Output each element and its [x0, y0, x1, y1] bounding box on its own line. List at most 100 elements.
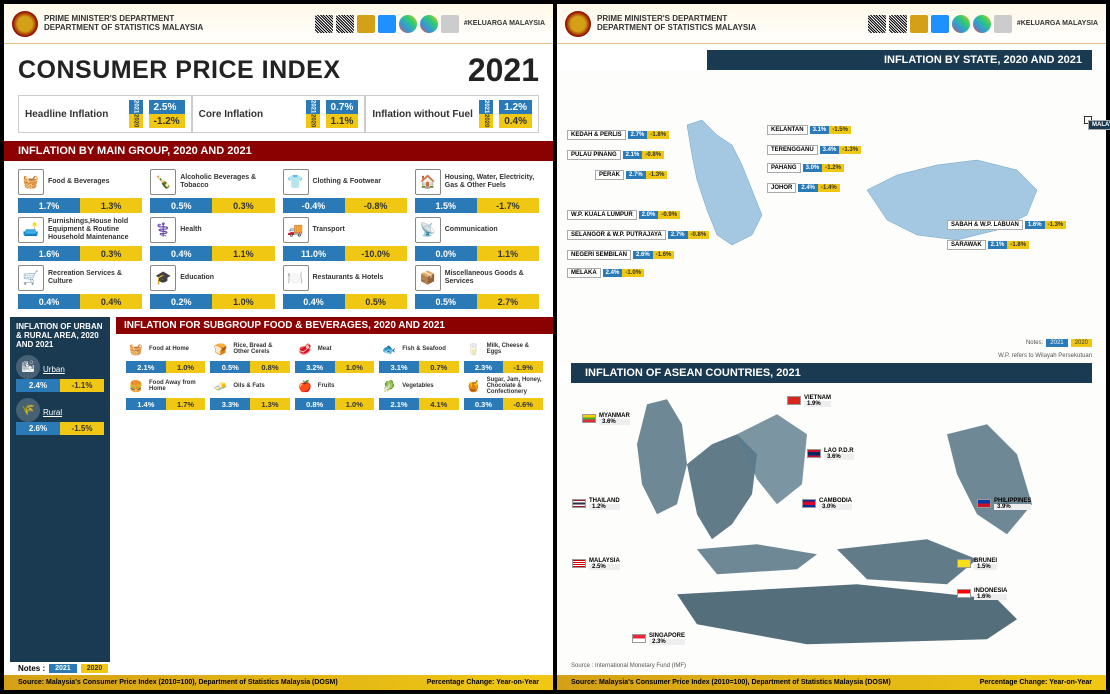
st-v20: -1.0%	[622, 269, 644, 277]
g-v20: 0.4%	[80, 294, 142, 309]
state-section-title: INFLATION BY STATE, 2020 AND 2021	[707, 50, 1092, 70]
g-v20: -0.8%	[345, 198, 407, 213]
sub-label: Fish & Seafood	[402, 346, 446, 352]
crest-icon	[565, 11, 591, 37]
sub-item: 🧈 Oils & Fats 3.3% 1.3%	[210, 376, 289, 410]
group-icon: 🍽️	[283, 265, 309, 291]
g-v20: -1.7%	[477, 198, 539, 213]
group-icon: 🍾	[150, 169, 176, 195]
sub-label: Rice, Bread & Other Cerels	[233, 343, 289, 355]
st-v21: 3.0%	[803, 164, 823, 172]
asean-map-area: MYANMAR 3.6% VIETNAM 1.9% LAO P.D.R 3.6%…	[557, 383, 1106, 676]
urban-title: INFLATION OF URBAN & RURAL AREA, 2020 AN…	[16, 323, 104, 349]
asean-val: 3.6%	[824, 454, 854, 460]
state-name: KELANTAN	[767, 125, 808, 135]
st-v20: -1.4%	[818, 184, 840, 192]
state-name: SARAWAK	[947, 240, 986, 250]
g-v20: -10.0%	[345, 246, 407, 261]
asean-val: 1.2%	[589, 504, 620, 510]
flag-icon	[572, 499, 586, 508]
logo-icon	[910, 15, 928, 33]
flag-icon	[957, 559, 971, 568]
state-name: MELAKA	[567, 268, 601, 278]
st-v21: 3.1%	[810, 126, 830, 134]
flag-icon	[807, 449, 821, 458]
s-v21: 3.3%	[210, 398, 250, 410]
state-label: MELAKA 2.4% -1.0%	[567, 268, 644, 278]
sub-icon: 🍔	[126, 376, 146, 396]
group-label: Food & Beverages	[48, 178, 109, 186]
urban-item: 🏙Urban 2.4% -1.1%	[16, 355, 104, 392]
asean-val: 3.9%	[994, 504, 1031, 510]
sub-icon: 🐟	[379, 339, 399, 359]
urban-panel: INFLATION OF URBAN & RURAL AREA, 2020 AN…	[10, 317, 110, 662]
u-v21: 2.4%	[16, 379, 60, 392]
st-v20: -1.6%	[653, 251, 675, 259]
st-v20: -1.5%	[829, 126, 851, 134]
header: PRIME MINISTER'S DEPARTMENTDEPARTMENT OF…	[4, 4, 553, 44]
g-v20: 1.3%	[80, 198, 142, 213]
sub-label: Food Away from Home	[149, 380, 205, 392]
group-icon: 🛋️	[18, 217, 44, 243]
sub-item: 🐟 Fish & Seafood 3.1% 0.7%	[379, 339, 458, 373]
asean-label: CAMBODIA 3.0%	[802, 498, 852, 510]
sub-item: 🍞 Rice, Bread & Other Cerels 0.5% 0.8%	[210, 339, 289, 373]
group-label: Clothing & Footwear	[313, 178, 381, 186]
st-v21: 2.4%	[798, 184, 818, 192]
logo-icon	[441, 15, 459, 33]
urban-label: Urban	[43, 365, 65, 374]
st-v20: -0.9%	[658, 211, 680, 219]
state-label: W.P. KUALA LUMPUR 2.0% -0.9%	[567, 210, 680, 220]
st-v20: -1.3%	[1045, 221, 1067, 229]
header-text: PRIME MINISTER'S DEPARTMENTDEPARTMENT OF…	[597, 15, 756, 33]
sdg-icon	[420, 15, 438, 33]
sub-item: 🍔 Food Away from Home 1.4% 1.7%	[126, 376, 205, 410]
g-v21: 0.2%	[150, 294, 212, 309]
g-v21: 0.5%	[150, 198, 212, 213]
footer-right: Percentage Change: Year-on-Year	[980, 679, 1092, 686]
sub-label: Milk, Cheese & Eggs	[487, 343, 543, 355]
s-v20: 0.7%	[419, 361, 459, 373]
s-v21: 2.3%	[464, 361, 504, 373]
tagline: #KELUARGA MALAYSIA	[464, 20, 545, 27]
group-item: 🍽️ Restaurants & Hotels 0.4% 0.5%	[283, 265, 407, 309]
st-v20: -1.2%	[822, 164, 844, 172]
group-icon: 🛒	[18, 265, 44, 291]
g-v21: 0.0%	[415, 246, 477, 261]
asean-val: 2.5%	[589, 564, 620, 570]
state-name: PERAK	[595, 170, 624, 180]
qr-icon	[868, 15, 886, 33]
s-v20: -1.9%	[503, 361, 543, 373]
g-v20: 1.1%	[212, 246, 274, 261]
asean-label: LAO P.D.R 3.6%	[807, 448, 854, 460]
footer-source: Source: Malaysia's Consumer Price Index …	[18, 679, 338, 686]
group-item: 👕 Clothing & Footwear -0.4% -0.8%	[283, 169, 407, 213]
header-logos: #KELUARGA MALAYSIA	[315, 15, 545, 33]
group-icon: 👕	[283, 169, 309, 195]
lower-section: INFLATION OF URBAN & RURAL AREA, 2020 AN…	[4, 317, 553, 662]
g-v21: 0.4%	[283, 294, 345, 309]
group-label: Transport	[313, 226, 345, 234]
sub-item: 🧺 Food at Home 2.1% 1.0%	[126, 339, 205, 373]
section-groups: INFLATION BY MAIN GROUP, 2020 AND 2021	[4, 141, 553, 161]
my-label: MALAYSIA	[1088, 120, 1110, 130]
header-text: PRIME MINISTER'S DEPARTMENTDEPARTMENT OF…	[44, 15, 203, 33]
state-label: PULAU PINANG 2.1% -0.8%	[567, 150, 664, 160]
group-item: 🛋️ Furnishings,House hold Equipment & Ro…	[18, 217, 142, 261]
group-item: 🎓 Education 0.2% 1.0%	[150, 265, 274, 309]
asean-label: THAILAND 1.2%	[572, 498, 620, 510]
sub-item: 🥩 Meat 3.2% 1.0%	[295, 339, 374, 373]
s-v20: 1.0%	[335, 361, 375, 373]
state-name: SELANGOR & W.P. PUTRAJAYA	[567, 230, 666, 240]
qr-icon	[315, 15, 333, 33]
s-v21: 1.4%	[126, 398, 166, 410]
st-v21: 2.1%	[988, 241, 1008, 249]
st-v21: 2.6%	[633, 251, 653, 259]
notes-row: Notes : 2021 2020	[4, 662, 553, 675]
state-label: TERENGGANU 3.4% -1.3%	[767, 145, 861, 155]
group-item: 🚚 Transport 11.0% -10.0%	[283, 217, 407, 261]
asean-val: 2.3%	[649, 639, 685, 645]
sdg-icon	[952, 15, 970, 33]
group-icon: 📡	[415, 217, 441, 243]
st-v21: 2.7%	[626, 171, 646, 179]
